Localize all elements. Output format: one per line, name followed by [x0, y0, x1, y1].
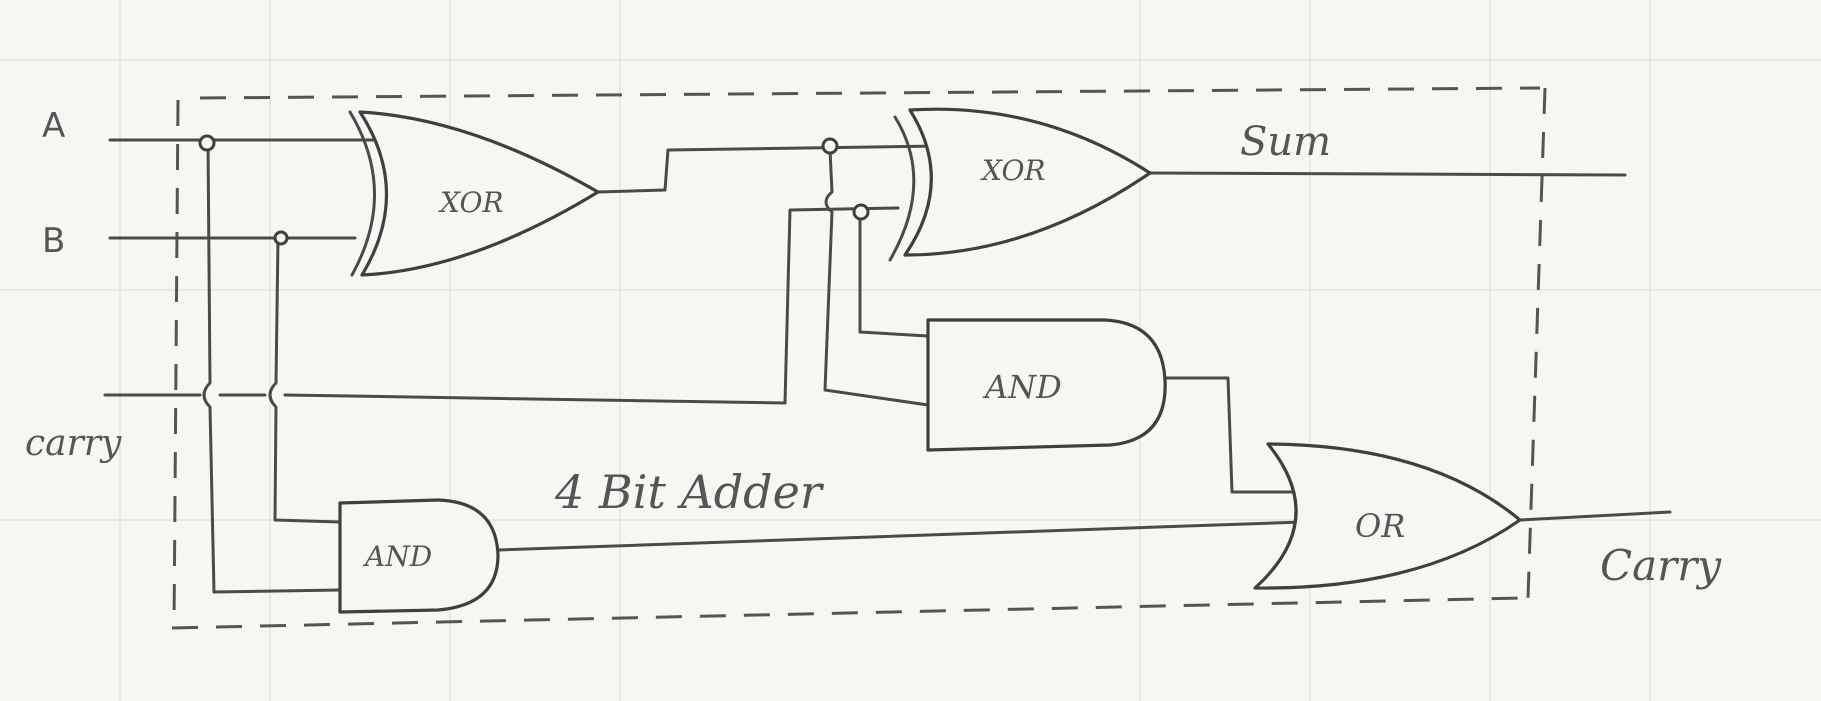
block-label: 4 Bit Adder: [554, 465, 825, 519]
input-a-label: A: [42, 106, 65, 146]
and-gate-2-label: AND: [362, 540, 432, 573]
wire-carry-branch: [858, 210, 930, 338]
junction-carry: [852, 203, 870, 221]
junction-a: [198, 134, 216, 152]
xor-gate-1: [348, 110, 600, 277]
and-gate-1: [926, 318, 1167, 452]
wire-b-tap: [268, 236, 342, 524]
carry-out-label: Carry: [1600, 541, 1722, 590]
wire-carry-up: [783, 206, 900, 405]
or-gate-label: OR: [1355, 507, 1405, 545]
junction-b: [273, 230, 289, 246]
xor-gate-2: [888, 107, 1152, 262]
wire-and2-out: [496, 520, 1304, 552]
wire-xor1-out: [596, 144, 942, 194]
xor-gate-2-label: XOR: [980, 154, 1045, 187]
wire-and1-out: [1163, 376, 1304, 494]
wire-sum: [1148, 171, 1627, 177]
adder-boundary: [171, 86, 1547, 630]
junctions: [198, 134, 870, 246]
wire-carry-in: [103, 393, 787, 405]
and-gate-1-label: AND: [982, 368, 1062, 406]
junction-xor1-out: [821, 137, 839, 155]
wire-xor1-branch: [823, 148, 930, 407]
wire-carry-out: [1518, 510, 1672, 522]
and-gate-2: [338, 498, 500, 614]
or-gate: [1253, 442, 1522, 590]
carry-in-label: carry: [25, 423, 122, 464]
wire-a-tap: [202, 141, 342, 594]
sum-output-label: Sum: [1240, 119, 1331, 165]
xor-gate-1-label: XOR: [438, 186, 503, 219]
input-b-label: B: [42, 221, 65, 261]
